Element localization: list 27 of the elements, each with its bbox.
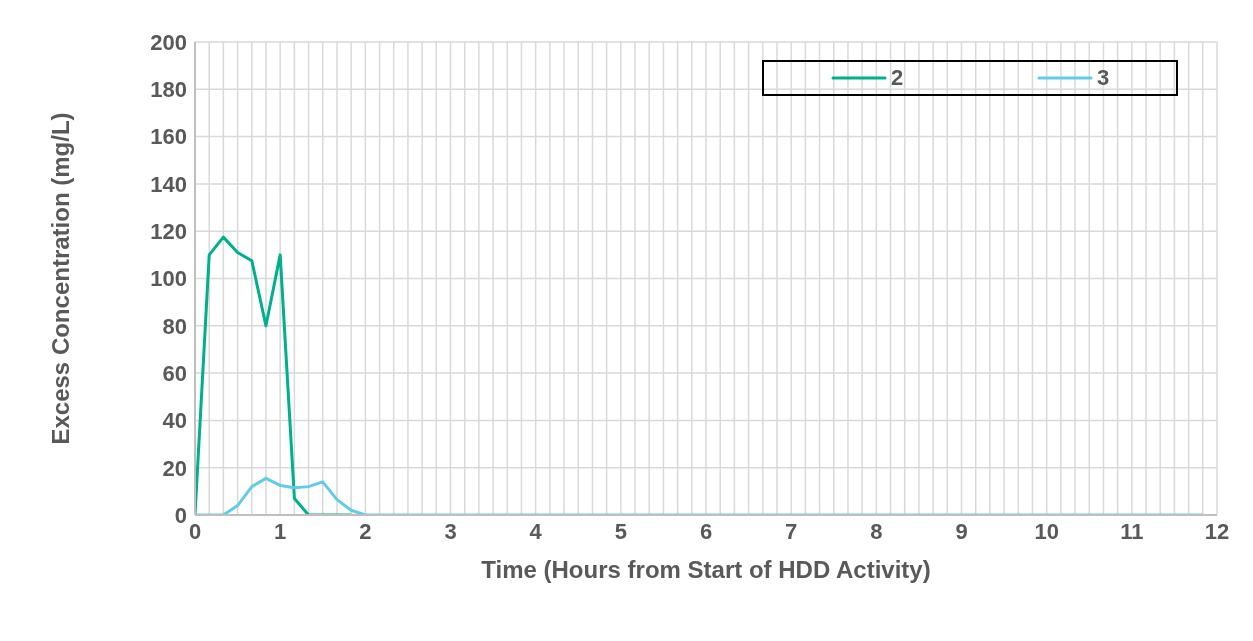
- x-tick-label: 9: [955, 518, 968, 544]
- x-tick-label: 2: [359, 518, 372, 544]
- y-tick-label: 120: [150, 219, 187, 245]
- y-tick-label: 160: [150, 124, 187, 150]
- y-tick-label: 100: [150, 266, 187, 292]
- x-tick-label: 11: [1120, 518, 1144, 544]
- y-tick-label: 140: [150, 171, 187, 197]
- x-tick-label: 8: [870, 518, 883, 544]
- x-tick-label: 3: [444, 518, 457, 544]
- y-tick-label: 20: [162, 455, 187, 481]
- legend-label: 2: [890, 65, 904, 91]
- y-tick-label: 80: [162, 313, 187, 339]
- y-tick-label: 40: [162, 408, 187, 434]
- x-tick-label: 1: [274, 518, 287, 544]
- x-tick-label: 5: [614, 518, 627, 544]
- x-tick-label: 6: [699, 518, 713, 544]
- y-tick-label: 60: [162, 360, 187, 386]
- y-axis-title: Excess Concentration (mg/L): [46, 112, 74, 445]
- x-tick-label: 12: [1204, 518, 1230, 544]
- x-tick-label: 7: [785, 518, 798, 544]
- y-tick-label: 0: [174, 502, 187, 528]
- y-tick-label: 200: [150, 29, 187, 55]
- x-tick-label: 10: [1034, 518, 1059, 544]
- x-tick-label: 4: [529, 518, 543, 544]
- y-tick-label: 180: [150, 77, 187, 103]
- legend-label: 3: [1096, 65, 1110, 91]
- x-axis-title: Time (Hours from Start of HDD Activity): [481, 556, 931, 584]
